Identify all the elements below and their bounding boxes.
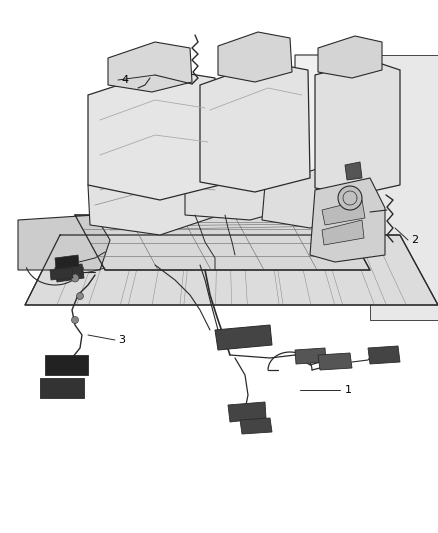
Polygon shape — [200, 62, 310, 192]
Polygon shape — [318, 36, 382, 78]
Polygon shape — [368, 346, 400, 364]
Polygon shape — [315, 60, 400, 195]
Polygon shape — [71, 317, 78, 324]
Polygon shape — [55, 255, 79, 269]
Polygon shape — [322, 200, 365, 225]
Polygon shape — [240, 418, 272, 434]
Polygon shape — [55, 264, 84, 282]
Polygon shape — [295, 348, 326, 364]
Polygon shape — [215, 325, 272, 350]
Polygon shape — [322, 220, 364, 245]
Polygon shape — [318, 353, 352, 370]
Polygon shape — [25, 235, 438, 305]
Polygon shape — [262, 168, 355, 228]
Polygon shape — [88, 160, 220, 235]
Polygon shape — [50, 268, 73, 280]
Polygon shape — [338, 186, 362, 210]
Polygon shape — [310, 178, 385, 262]
Text: 2: 2 — [411, 235, 418, 245]
Text: 4: 4 — [121, 75, 128, 85]
Polygon shape — [88, 70, 220, 200]
Polygon shape — [71, 274, 79, 282]
Polygon shape — [75, 215, 370, 270]
Polygon shape — [228, 402, 266, 422]
Polygon shape — [18, 215, 110, 270]
Polygon shape — [45, 355, 88, 375]
Polygon shape — [108, 42, 192, 92]
Polygon shape — [370, 55, 438, 320]
Text: 1: 1 — [345, 385, 352, 395]
Polygon shape — [345, 162, 362, 180]
Polygon shape — [218, 32, 292, 82]
Polygon shape — [77, 293, 84, 300]
Polygon shape — [40, 378, 84, 398]
Polygon shape — [185, 155, 305, 220]
Polygon shape — [295, 55, 438, 310]
Text: 3: 3 — [118, 335, 125, 345]
